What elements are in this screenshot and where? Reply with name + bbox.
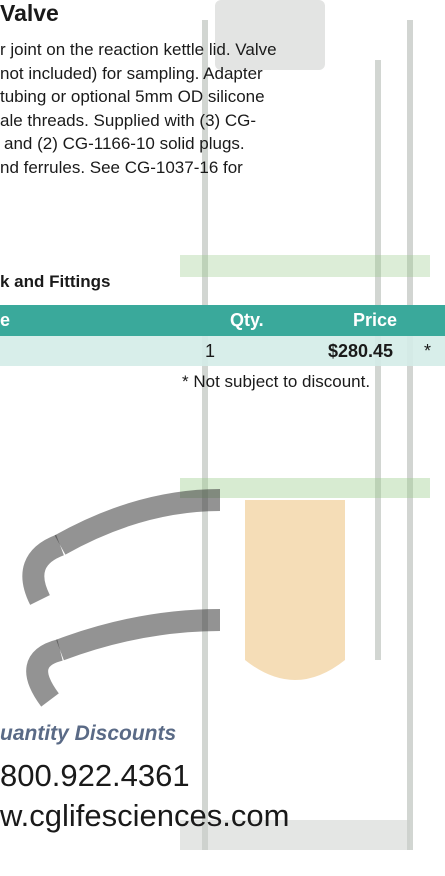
cell: * (424, 341, 431, 362)
header-cell: Qty. (230, 310, 264, 331)
page: {"heading": "Valve", "paragraph": ["r jo… (0, 0, 445, 876)
paragraph-line: and (2) CG-1166-10 solid plugs. (0, 132, 277, 156)
promo-title: uantity Discounts (0, 722, 176, 746)
paragraph-line: not included) for sampling. Adapter (0, 62, 277, 86)
paragraph: r joint on the reaction kettle lid. Valv… (0, 38, 277, 180)
website: w.cglifesciences.com (0, 798, 289, 834)
paragraph-line: nd ferrules. See CG-1037-16 for (0, 156, 277, 180)
table-row: 1 $280.45 * (0, 336, 445, 366)
header-cell: e (0, 310, 10, 331)
heading: Valve (0, 0, 59, 27)
table-header: e Qty. Price (0, 305, 445, 336)
paragraph-line: tubing or optional 5mm OD silicone (0, 85, 277, 109)
footnote: * Not subject to discount. (182, 372, 370, 392)
header-cell: Price (353, 310, 397, 331)
cell: $280.45 (328, 341, 393, 362)
paragraph-line: ale threads. Supplied with (3) CG- (0, 109, 277, 133)
cell: 1 (205, 341, 215, 362)
paragraph-line: r joint on the reaction kettle lid. Valv… (0, 38, 277, 62)
subheading: k and Fittings (0, 272, 111, 292)
phone: 800.922.4361 (0, 758, 190, 794)
